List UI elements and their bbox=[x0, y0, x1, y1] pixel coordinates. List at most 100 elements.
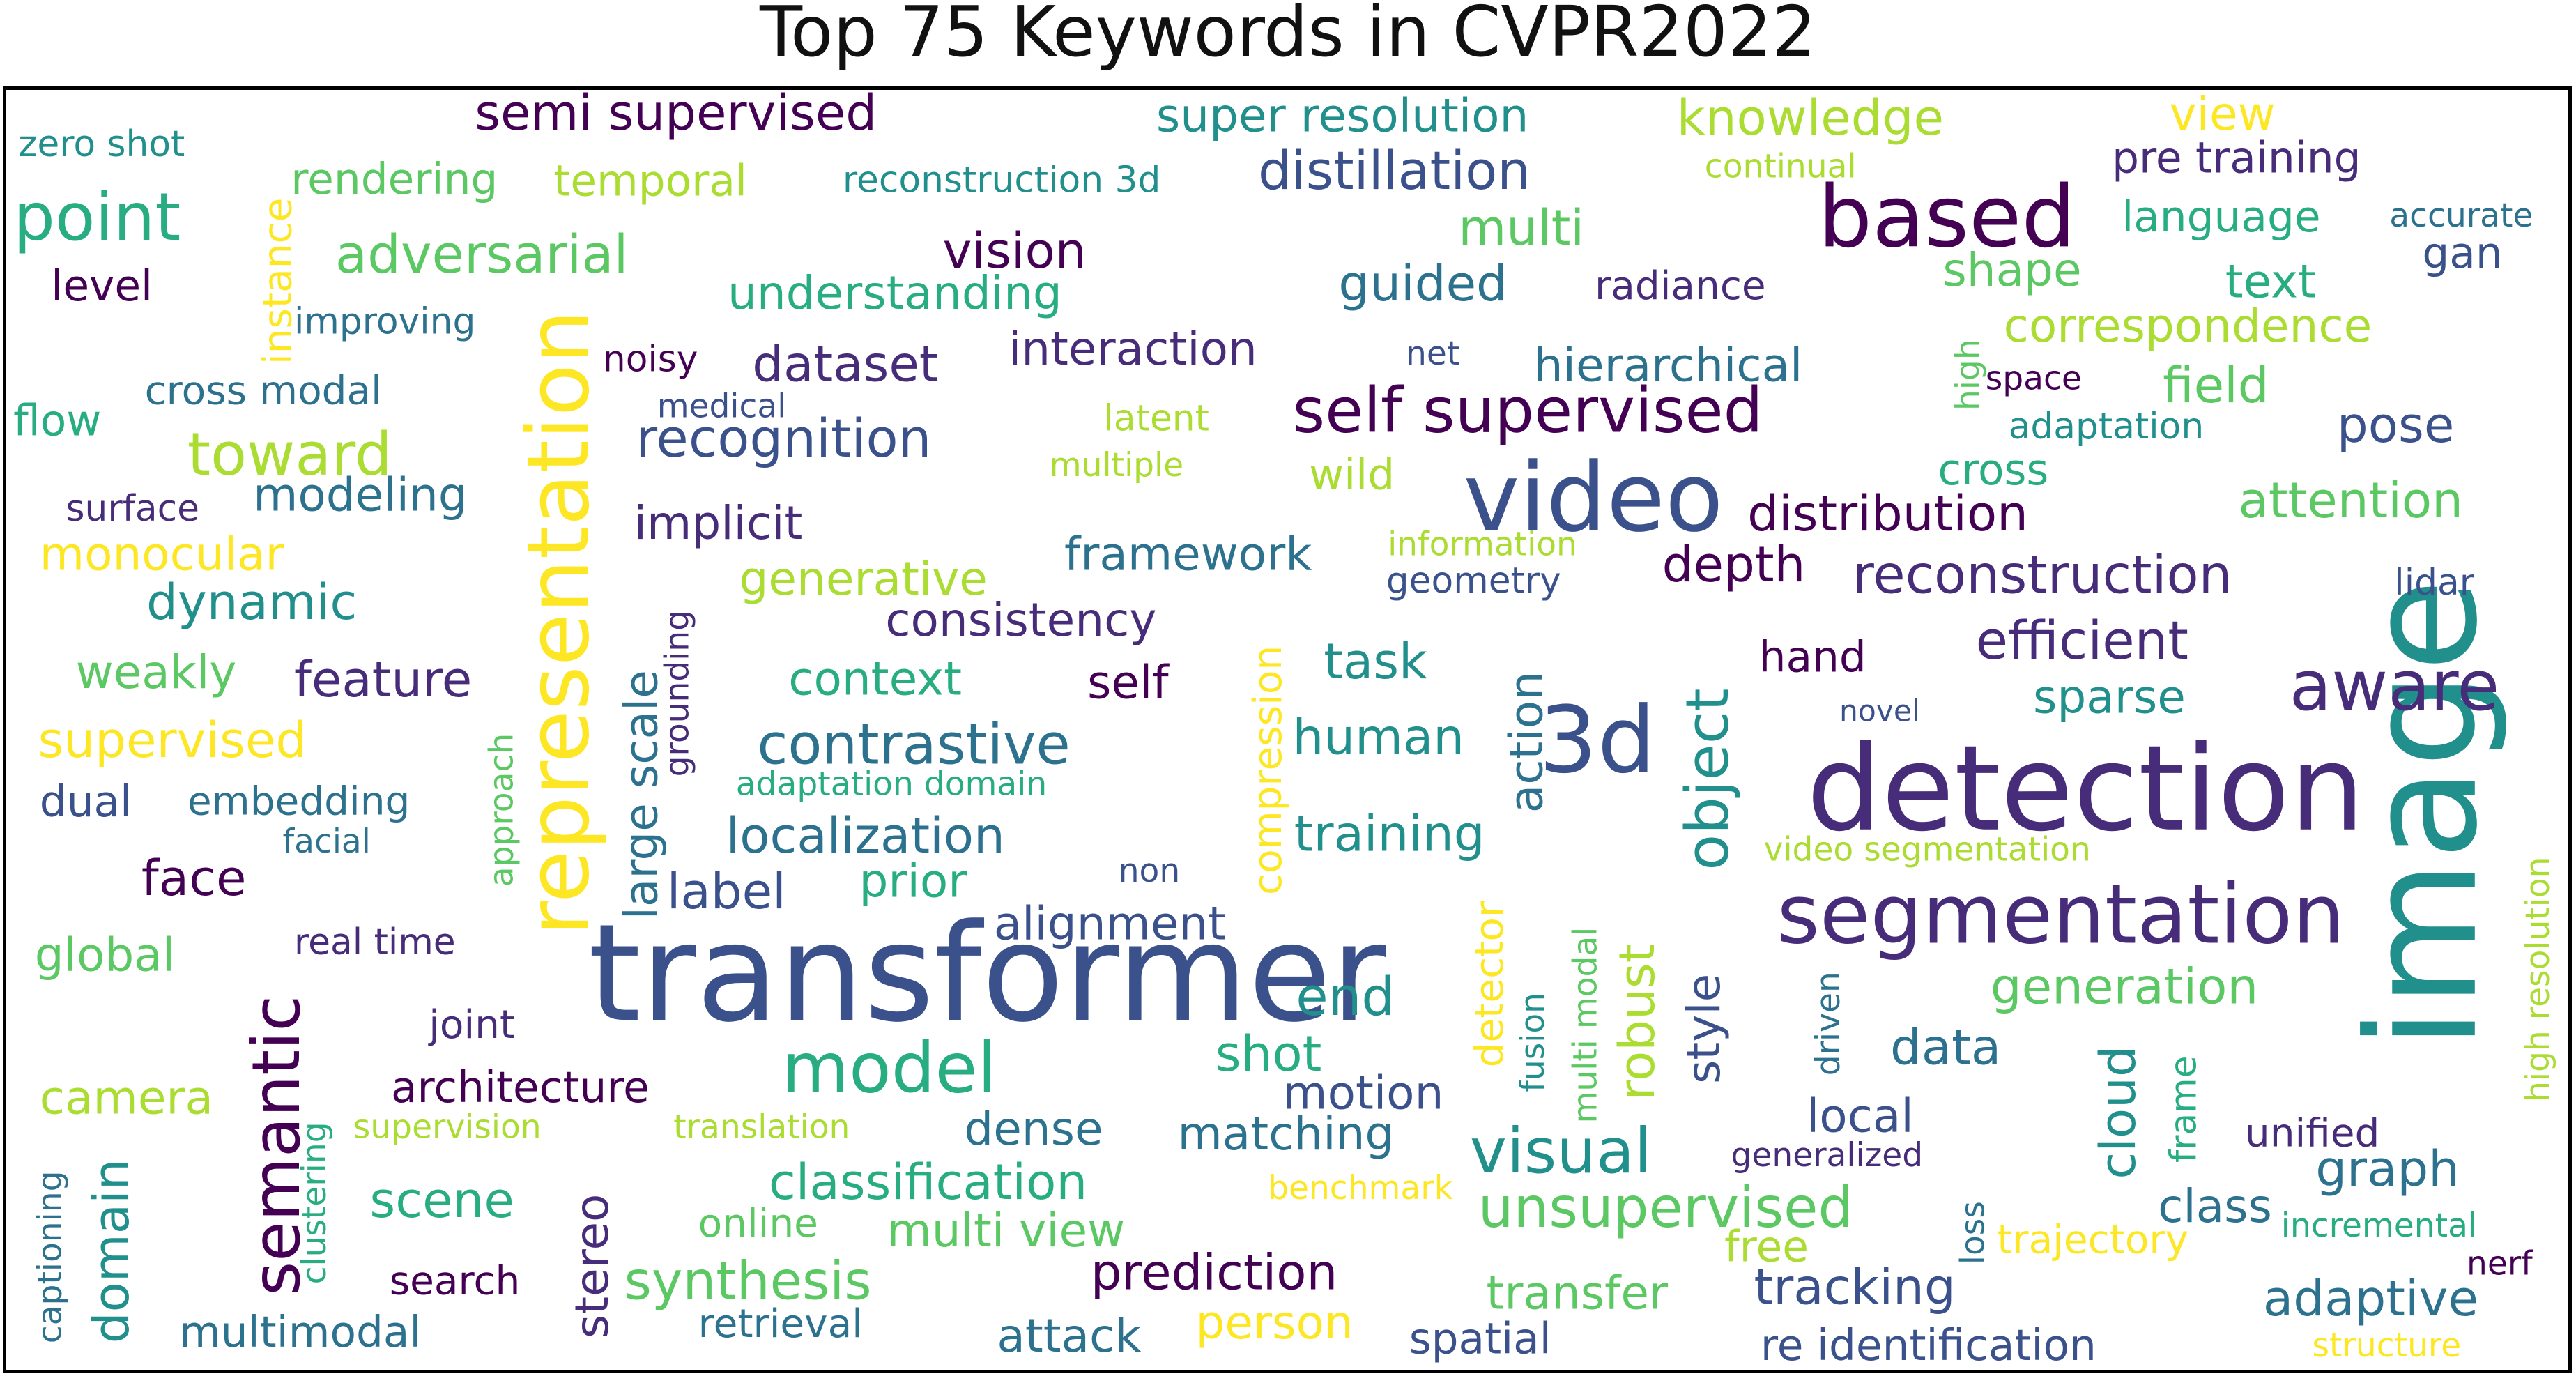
keyword-online: online bbox=[698, 1201, 818, 1246]
keyword-implicit: implicit bbox=[634, 496, 803, 550]
keyword-semi-supervised: semi supervised bbox=[475, 90, 877, 142]
keyword-shot: shot bbox=[1216, 1025, 1322, 1083]
keyword-adaptive: adaptive bbox=[2263, 1269, 2478, 1327]
keyword-spatial: spatial bbox=[1409, 1314, 1551, 1363]
keyword-attention: attention bbox=[2239, 471, 2463, 529]
keyword-weakly: weakly bbox=[76, 645, 237, 699]
keyword-3d: 3d bbox=[1539, 687, 1656, 794]
keyword-accurate: accurate bbox=[2389, 197, 2533, 235]
keyword-feature: feature bbox=[294, 650, 472, 708]
keyword-hand: hand bbox=[1759, 633, 1866, 682]
keyword-medical: medical bbox=[657, 387, 787, 425]
keyword-person: person bbox=[1196, 1296, 1354, 1350]
keyword-search: search bbox=[390, 1259, 521, 1304]
keyword-zero-shot: zero shot bbox=[18, 123, 185, 165]
keyword-unsupervised: unsupervised bbox=[1478, 1175, 1854, 1240]
keyword-recognition: recognition bbox=[636, 408, 931, 469]
keyword-depth: depth bbox=[1662, 535, 1806, 593]
keyword-pose: pose bbox=[2337, 396, 2454, 454]
keyword-loss: loss bbox=[1954, 1201, 1992, 1264]
keyword-structure: structure bbox=[2313, 1327, 2462, 1365]
keyword-information: information bbox=[1388, 525, 1577, 563]
keyword-reconstruction-3d: reconstruction 3d bbox=[843, 160, 1160, 201]
keyword-large-scale: large scale bbox=[615, 670, 668, 919]
keyword-end: end bbox=[1296, 966, 1395, 1027]
keyword-cross: cross bbox=[1938, 445, 2048, 495]
keyword-language: language bbox=[2122, 192, 2320, 242]
keyword-free: free bbox=[1724, 1222, 1809, 1271]
keyword-generation: generation bbox=[1991, 958, 2258, 1016]
keyword-dataset: dataset bbox=[752, 335, 938, 393]
keyword-compression: compression bbox=[1245, 645, 1291, 895]
keyword-alignment: alignment bbox=[994, 897, 1226, 951]
keyword-context: context bbox=[788, 652, 962, 706]
keyword-grounding: grounding bbox=[659, 610, 697, 777]
keyword-rendering: rendering bbox=[291, 155, 498, 204]
keyword-real-time: real time bbox=[294, 922, 456, 963]
keyword-self-supervised: self supervised bbox=[1293, 375, 1763, 448]
keyword-gan: gan bbox=[2422, 229, 2502, 278]
keyword-multi-view: multi view bbox=[887, 1204, 1126, 1257]
keyword-latent: latent bbox=[1104, 397, 1209, 439]
keyword-global: global bbox=[35, 928, 175, 981]
keyword-prior: prior bbox=[859, 854, 968, 908]
keyword-multiple: multiple bbox=[1050, 446, 1183, 484]
keyword-embedding: embedding bbox=[187, 779, 411, 825]
keyword-approach: approach bbox=[482, 733, 521, 887]
keyword-robust: robust bbox=[1608, 944, 1666, 1101]
keyword-nerf: nerf bbox=[2467, 1244, 2533, 1283]
keyword-frame: frame bbox=[2163, 1055, 2205, 1163]
keyword-classification: classification bbox=[769, 1153, 1087, 1211]
keyword-net: net bbox=[1406, 335, 1459, 373]
keyword-style: style bbox=[1677, 974, 1731, 1084]
keyword-supervision: supervision bbox=[353, 1108, 542, 1147]
keyword-space: space bbox=[1986, 359, 2082, 397]
keyword-adversarial: adversarial bbox=[335, 224, 629, 285]
keyword-data: data bbox=[1890, 1018, 2001, 1076]
keyword-high-resolution: high resolution bbox=[2519, 857, 2557, 1101]
keyword-shape: shape bbox=[1942, 243, 2081, 297]
keyword-adaptation: adaptation bbox=[2009, 406, 2205, 448]
keyword-contrastive: contrastive bbox=[757, 712, 1070, 777]
keyword-improving: improving bbox=[294, 300, 475, 342]
keyword-noisy: noisy bbox=[603, 339, 698, 381]
keyword-retrieval: retrieval bbox=[698, 1301, 863, 1347]
keyword-hierarchical: hierarchical bbox=[1534, 339, 1803, 392]
keyword-face: face bbox=[141, 849, 247, 907]
keyword-generative: generative bbox=[739, 552, 988, 606]
keyword-generalized: generalized bbox=[1731, 1136, 1924, 1175]
keyword-adaptation-domain: adaptation domain bbox=[736, 765, 1047, 803]
keyword-super-resolution: super resolution bbox=[1156, 90, 1528, 143]
keyword-synthesis: synthesis bbox=[624, 1251, 872, 1312]
keyword-stereo: stereo bbox=[565, 1194, 619, 1339]
keyword-model: model bbox=[782, 1029, 997, 1109]
keyword-detector: detector bbox=[1467, 901, 1512, 1067]
keyword-transformer: transformer bbox=[588, 895, 1387, 1052]
keyword-label: label bbox=[667, 862, 786, 920]
keyword-captioning: captioning bbox=[31, 1171, 70, 1344]
keyword-aware: aware bbox=[2290, 646, 2500, 726]
keyword-localization: localization bbox=[726, 807, 1005, 864]
keyword-driven: driven bbox=[1809, 972, 1848, 1076]
keyword-video: video bbox=[1464, 443, 1724, 553]
keyword-interaction: interaction bbox=[1009, 322, 1257, 376]
keyword-guided: guided bbox=[1338, 254, 1508, 312]
keyword-temporal: temporal bbox=[553, 156, 747, 206]
keyword-flow: flow bbox=[13, 396, 101, 445]
keyword-clustering: clustering bbox=[296, 1122, 334, 1284]
keyword-distillation: distillation bbox=[1258, 140, 1531, 201]
keyword-training: training bbox=[1294, 804, 1485, 862]
keyword-semantic: semantic bbox=[239, 995, 315, 1296]
keyword-reconstruction: reconstruction bbox=[1853, 544, 2232, 606]
keyword-continual: continual bbox=[1705, 147, 1857, 185]
keyword-task: task bbox=[1324, 632, 1427, 690]
keyword-correspondence: correspondence bbox=[2004, 299, 2372, 353]
keyword-image: image bbox=[2336, 579, 2511, 1049]
keyword-monocular: monocular bbox=[40, 528, 285, 581]
keyword-transfer: transfer bbox=[1487, 1267, 1669, 1320]
keyword-modeling: modeling bbox=[253, 468, 468, 522]
keyword-re-identification: re identification bbox=[1761, 1321, 2096, 1370]
keyword-joint: joint bbox=[427, 1002, 515, 1048]
page-title: Top 75 Keywords in CVPR2022 bbox=[759, 0, 1816, 72]
keyword-pre-training: pre training bbox=[2112, 133, 2361, 183]
